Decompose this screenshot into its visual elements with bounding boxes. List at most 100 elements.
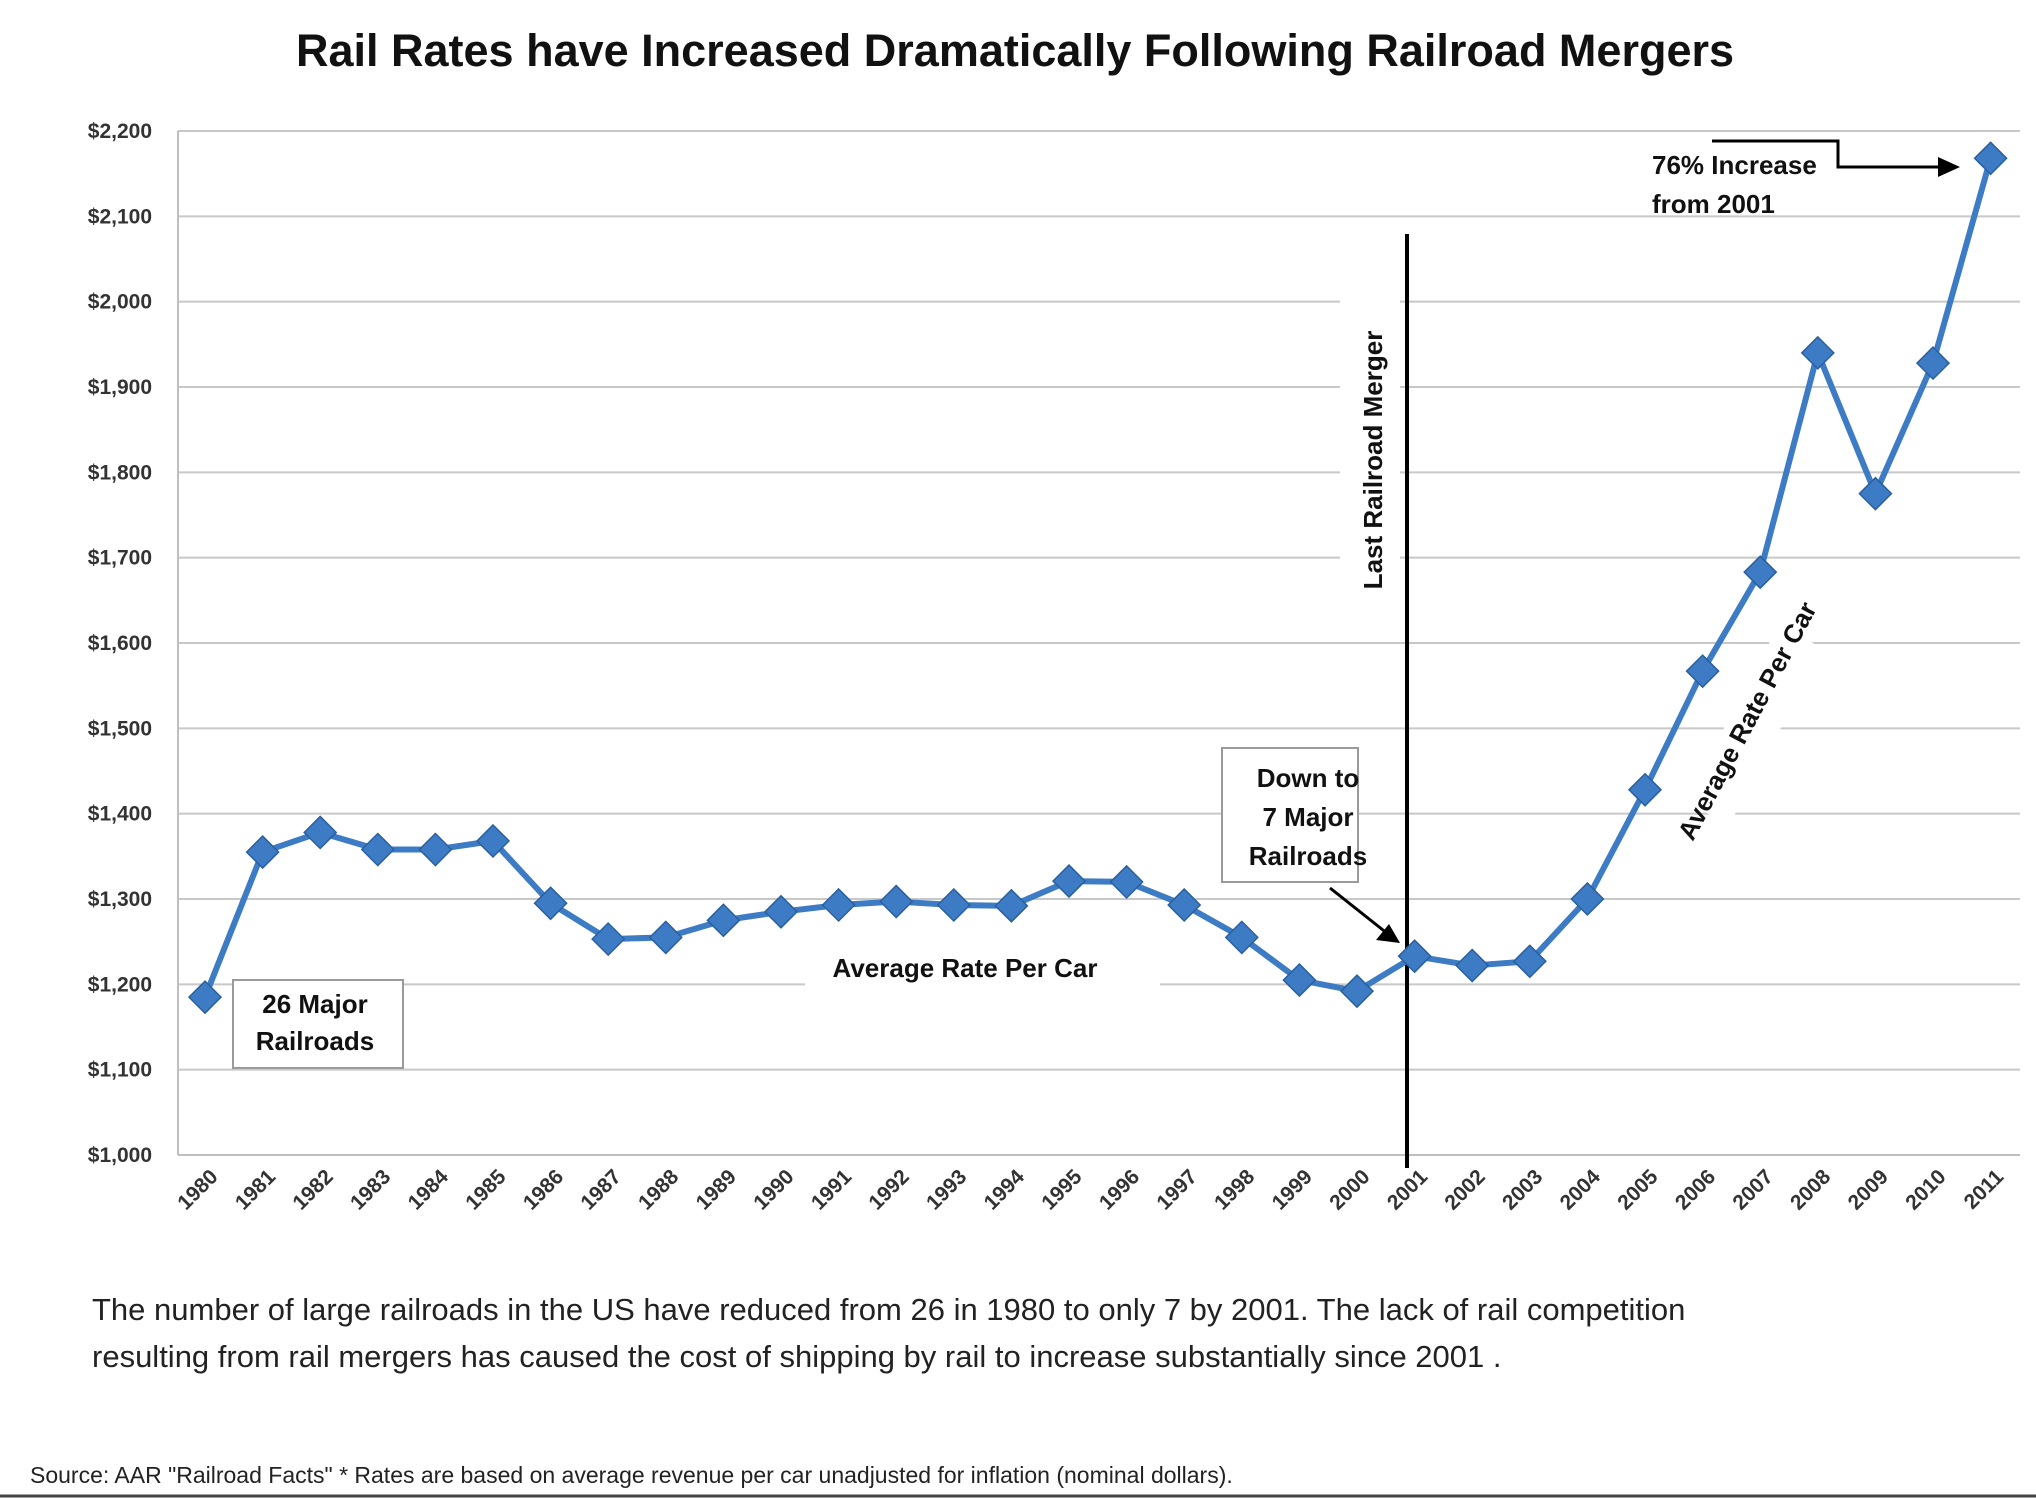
- y-tick-label: $1,700: [88, 547, 152, 570]
- y-tick-label: $1,200: [88, 973, 152, 996]
- data-point-marker: [1512, 944, 1547, 979]
- data-point-marker: [475, 823, 511, 859]
- data-point-marker: [821, 887, 856, 923]
- data-point-marker: [1685, 654, 1720, 689]
- data-point-marker: [591, 922, 626, 957]
- data-point-marker: [303, 815, 338, 850]
- chart-title: Rail Rates have Increased Dramatically F…: [296, 25, 1734, 76]
- increase-arrow-line: [1712, 139, 1942, 169]
- series-label-flat-bg: [805, 945, 1160, 990]
- y-tick-label: $1,500: [88, 717, 152, 740]
- data-point-marker: [1858, 476, 1893, 511]
- data-point-marker: [245, 835, 280, 870]
- x-tick-label: 1987: [576, 1165, 625, 1214]
- x-tick-label: 1991: [807, 1165, 857, 1215]
- data-point-marker: [1743, 555, 1778, 590]
- y-tick-label: $1,000: [88, 1144, 152, 1167]
- x-tick-label: 2003: [1498, 1165, 1547, 1214]
- data-point-marker: [533, 886, 568, 921]
- x-tick-label: 1989: [692, 1165, 741, 1214]
- x-tick-label: 2007: [1728, 1165, 1777, 1214]
- data-point-marker: [1109, 864, 1144, 899]
- data-point-marker: [1051, 864, 1087, 899]
- data-point-marker: [1915, 346, 1951, 381]
- x-tick-label: 2001: [1383, 1165, 1433, 1215]
- x-tick-label: 1982: [288, 1165, 337, 1214]
- x-tick-label: 1994: [980, 1165, 1030, 1215]
- y-tick-label: $2,200: [88, 120, 152, 143]
- y-tick-label: $1,300: [88, 888, 152, 911]
- increase-label-line-1: 76% Increase: [1652, 150, 1817, 180]
- x-tick-label: 1998: [1210, 1165, 1260, 1215]
- merger-line-label-bg: [1340, 300, 1400, 620]
- x-tick-label: 1997: [1152, 1165, 1201, 1214]
- y-tick-label: $1,400: [88, 803, 152, 826]
- y-tick-label: $2,000: [88, 291, 152, 314]
- merger-box-line-2: 7 Major: [1262, 802, 1353, 832]
- merger-arrowhead: [1376, 924, 1400, 943]
- x-tick-label: 2005: [1613, 1165, 1663, 1215]
- series-label-flat: Average Rate Per Car: [833, 953, 1098, 983]
- caption-line-1: The number of large railroads in the US …: [92, 1292, 1685, 1327]
- data-point-marker: [936, 887, 971, 923]
- data-point-marker: [1339, 974, 1375, 1009]
- y-tick-label: $2,100: [88, 205, 152, 228]
- last-merger-label: Last Railroad Merger: [1358, 331, 1388, 590]
- merger-box: [1221, 747, 1359, 883]
- data-point-marker: [1224, 920, 1259, 955]
- x-tick-label: 1988: [634, 1165, 684, 1215]
- x-axis-ticks: 1980 1981 1982 1983 1984 1985 1986 1987 1988 1989…: [173, 1165, 2008, 1215]
- data-point-marker: [1282, 963, 1317, 998]
- y-tick-label: $1,900: [88, 376, 152, 399]
- data-point-marker: [648, 920, 683, 955]
- data-point-marker: [994, 888, 1029, 923]
- merger-box-line-3: Railroads: [1249, 841, 1368, 871]
- data-point-marker: [1627, 772, 1663, 807]
- x-tick-label: 1981: [231, 1165, 281, 1215]
- data-point-marker: [1570, 881, 1605, 917]
- y-axis-ticks: $1,000 $1,100 $1,200 $1,300 $1,400 $1,500 $1,6…: [88, 120, 152, 1167]
- x-tick-label: 2002: [1440, 1165, 1489, 1214]
- start-box: [232, 979, 404, 1069]
- source-note: Source: AAR "Railroad Facts" * Rates are…: [30, 1462, 1233, 1488]
- x-tick-label: 1980: [173, 1165, 222, 1214]
- x-tick-label: 2009: [1844, 1165, 1893, 1214]
- x-tick-label: 2004: [1556, 1165, 1606, 1215]
- x-tick-label: 2008: [1786, 1165, 1836, 1215]
- merger-box-line-1: Down to: [1257, 763, 1360, 793]
- data-point-marker: [706, 903, 741, 938]
- x-tick-label: 1996: [1095, 1165, 1144, 1214]
- x-tick-label: 1995: [1037, 1165, 1087, 1215]
- x-tick-label: 1985: [461, 1165, 511, 1215]
- data-point-marker: [1167, 887, 1202, 923]
- data-point-marker: [763, 894, 799, 929]
- data-point-marker: [187, 980, 223, 1015]
- increase-label-line-2: from 2001: [1652, 189, 1775, 219]
- data-point-marker: [879, 884, 914, 919]
- x-tick-label: 1986: [519, 1165, 568, 1214]
- x-tick-label: 2006: [1671, 1165, 1720, 1214]
- series-label-rising: Average Rate Per Car: [1672, 597, 1823, 845]
- increase-arrowhead: [1938, 157, 1960, 177]
- x-tick-label: 1993: [922, 1165, 971, 1214]
- data-point-marker: [1800, 335, 1835, 370]
- y-tick-label: $1,600: [88, 632, 152, 655]
- merger-arrow-line: [1329, 886, 1389, 936]
- data-point-marker: [360, 832, 395, 867]
- x-tick-label: 2000: [1325, 1165, 1374, 1214]
- data-point-marker: [1973, 141, 2008, 176]
- x-tick-label: 2010: [1901, 1165, 1950, 1214]
- start-box-line-1: 26 Major: [262, 989, 368, 1019]
- x-tick-label: 1984: [404, 1165, 454, 1215]
- data-point-marker: [1455, 948, 1490, 983]
- series-line: [202, 155, 1994, 1001]
- x-tick-label: 2011: [1960, 1165, 2009, 1214]
- caption-line-2: resulting from rail mergers has caused t…: [92, 1339, 1502, 1374]
- y-tick-label: $1,100: [88, 1059, 152, 1082]
- gridlines: [178, 130, 2020, 1071]
- y-tick-label: $1,800: [88, 461, 152, 484]
- data-point-marker: [418, 832, 453, 867]
- x-tick-label: 1983: [346, 1165, 395, 1214]
- x-tick-label: 1999: [1268, 1165, 1317, 1214]
